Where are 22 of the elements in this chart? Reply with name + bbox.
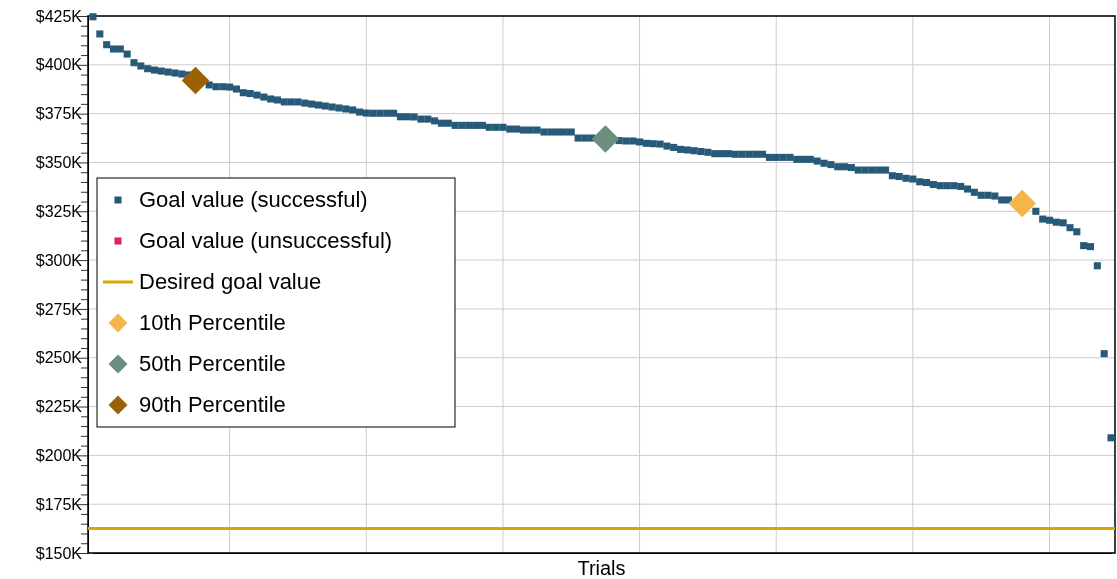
legend-label: Desired goal value — [139, 269, 322, 294]
y-tick-label: $150K — [35, 544, 83, 562]
legend-label: Goal value (successful) — [139, 187, 368, 212]
legend-label: Goal value (unsuccessful) — [139, 228, 393, 253]
point — [181, 66, 210, 95]
y-tick-label: $375K — [35, 105, 83, 123]
y-tick-label: $425K — [35, 7, 83, 25]
y-tick-label: $275K — [35, 300, 83, 318]
y-tick-label: $400K — [35, 56, 83, 74]
x-axis-title: Trials — [577, 557, 626, 579]
y-tick-label: $300K — [35, 251, 83, 269]
y-tick-label: $350K — [35, 154, 83, 172]
legend-label: 50th Percentile — [139, 351, 286, 376]
point — [1008, 189, 1036, 218]
y-tick-label: $250K — [35, 349, 83, 367]
y-tick-label: $175K — [35, 495, 83, 513]
y-tick-label: $325K — [35, 202, 83, 220]
legend-label: 10th Percentile — [139, 310, 286, 335]
legend-label: 90th Percentile — [139, 392, 286, 417]
point — [591, 125, 620, 153]
y-tick-label: $200K — [35, 446, 83, 464]
y-tick-label: $225K — [35, 398, 83, 416]
